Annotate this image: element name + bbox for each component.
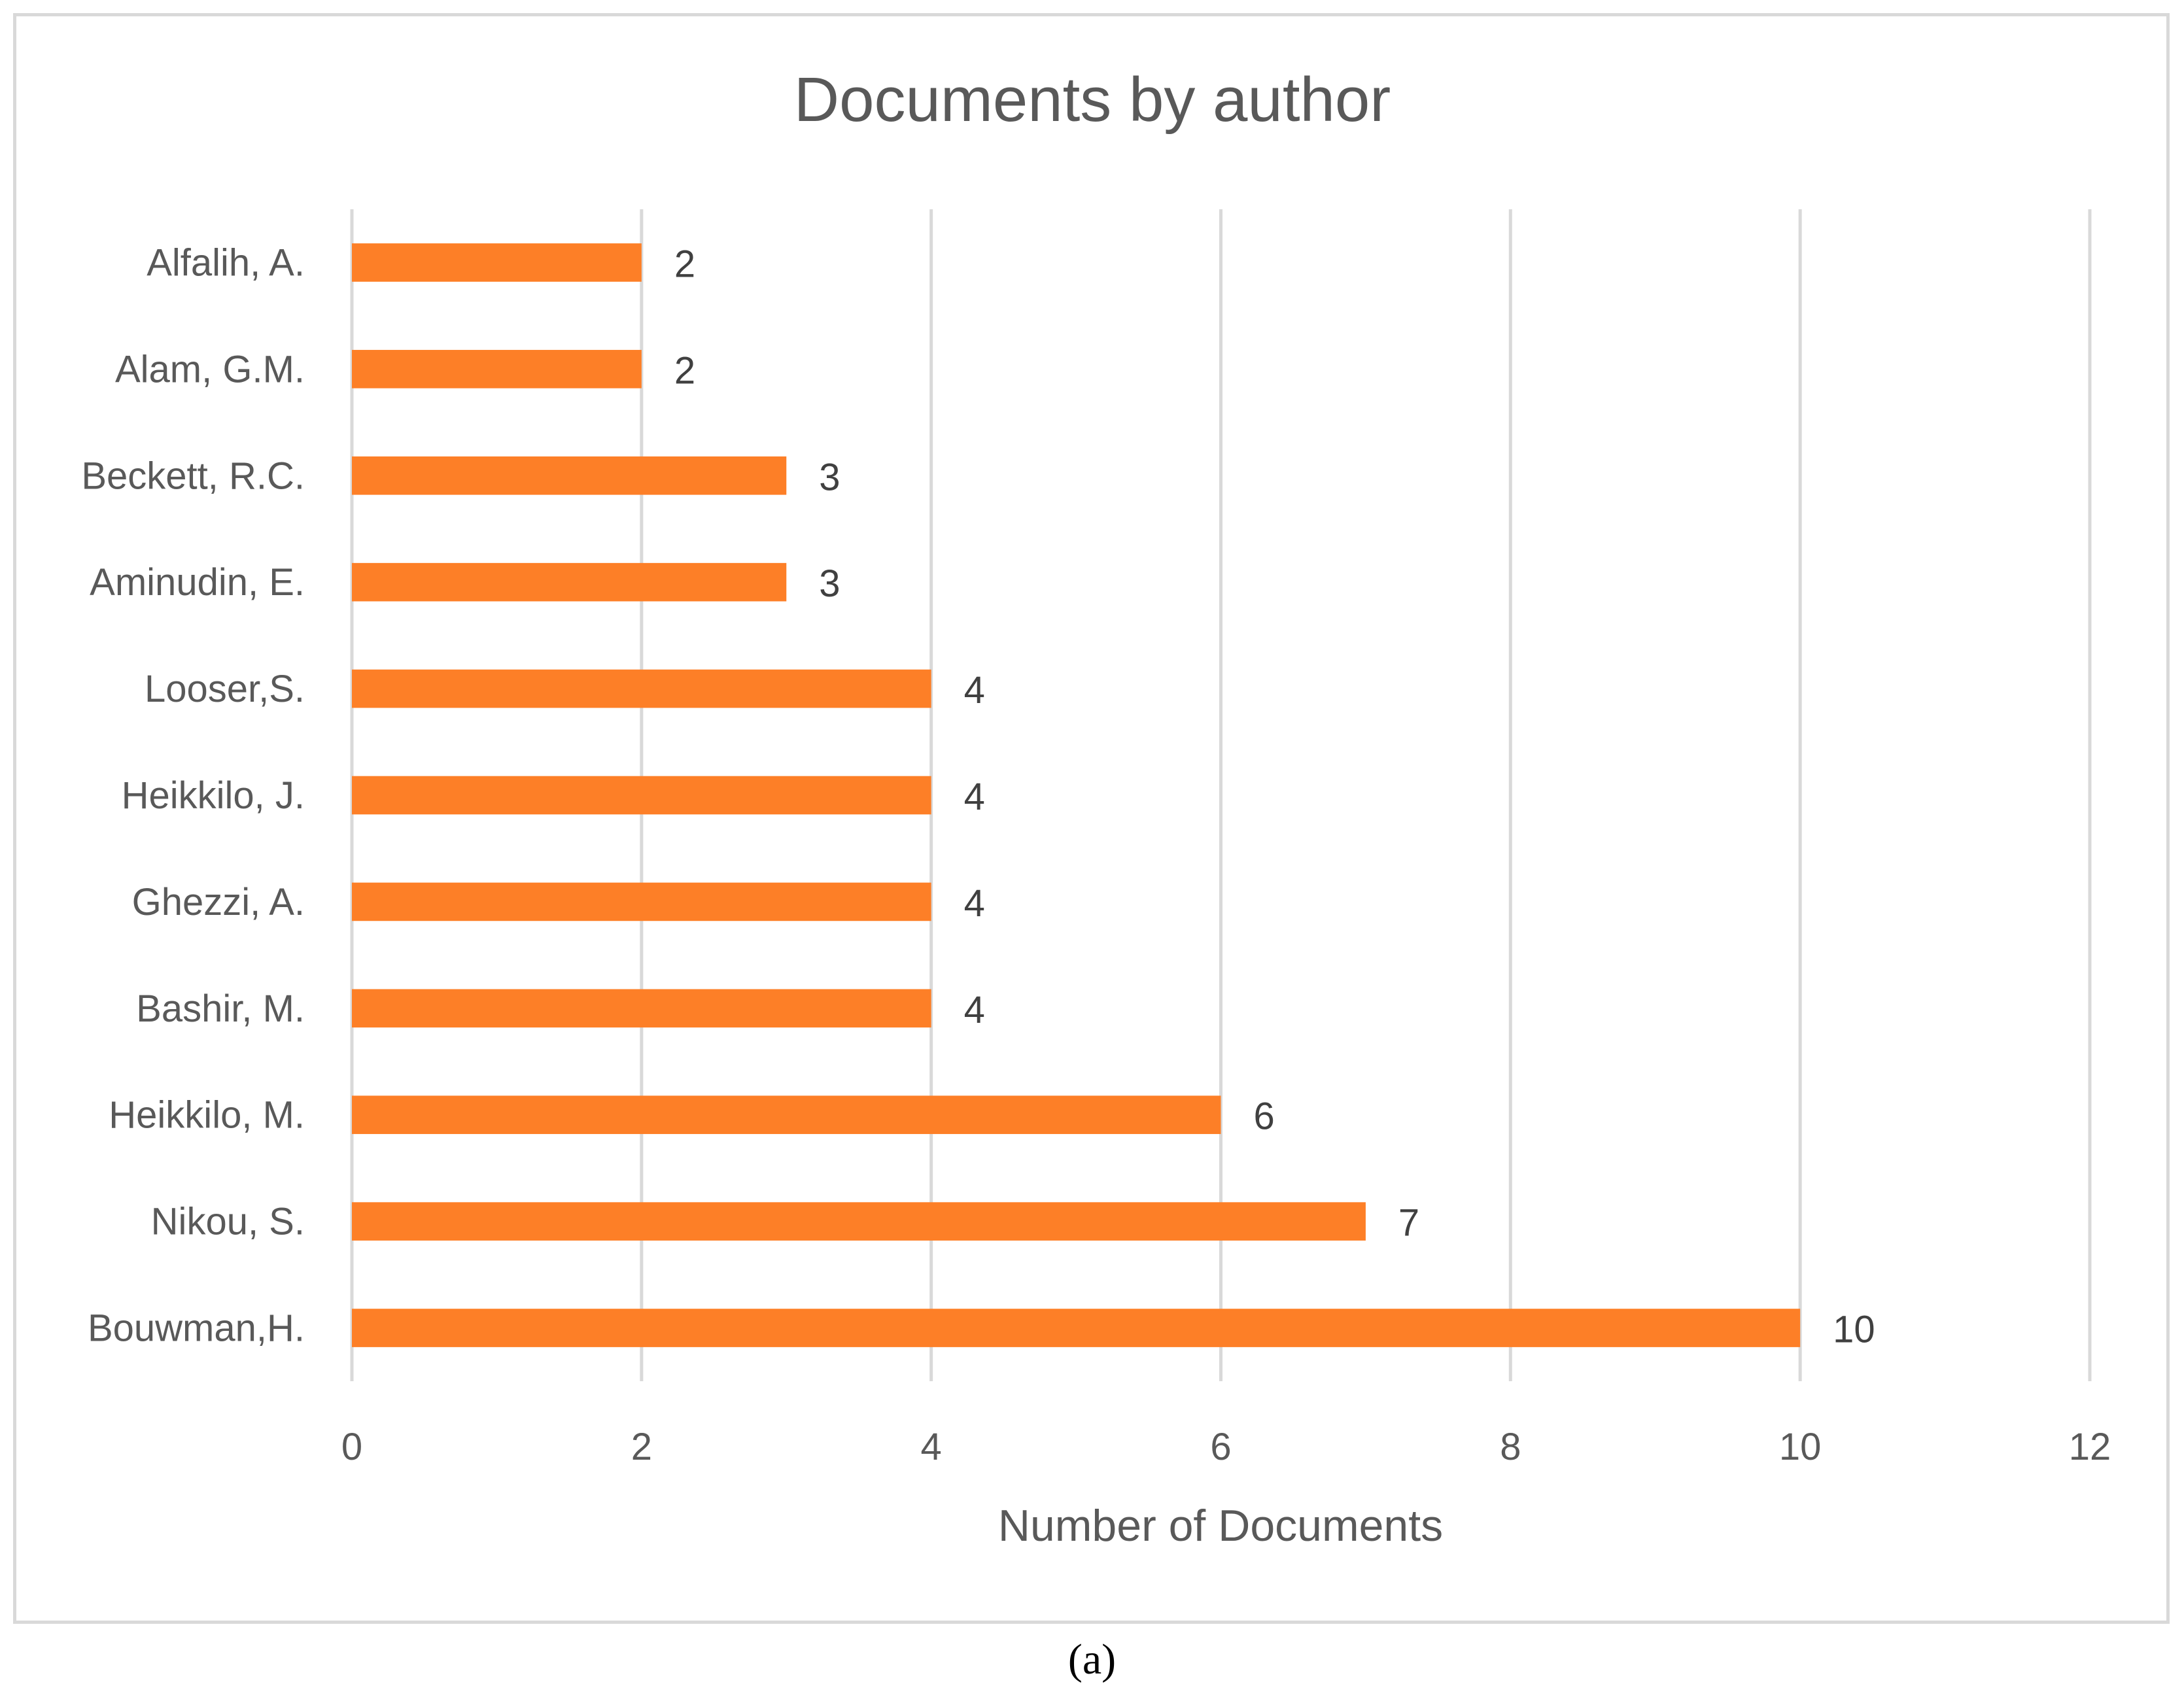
x-tick-label: 10 xyxy=(1779,1426,1822,1468)
category-label: Ghezzi, A. xyxy=(132,881,305,923)
category-label: Alfalih, A. xyxy=(147,241,305,284)
data-label: 2 xyxy=(674,349,695,392)
data-label: 2 xyxy=(674,243,695,285)
category-labels: Alfalih, A. Alam, G.M. Beckett, R.C. Aminud… xyxy=(81,241,305,1349)
bar xyxy=(352,243,642,282)
x-tick-labels: 0 2 4 6 8 10 12 xyxy=(341,1426,2111,1468)
x-tick-label: 4 xyxy=(921,1426,942,1468)
bar-chart: Documents by author Alfalih, A. Alam, G.M… xyxy=(81,65,2111,1551)
bar xyxy=(352,456,787,495)
bar xyxy=(352,989,931,1028)
data-label: 4 xyxy=(964,776,985,818)
category-label: Alam, G.M. xyxy=(115,348,305,390)
x-tick-label: 6 xyxy=(1210,1426,1231,1468)
category-label: Beckett, R.C. xyxy=(81,455,305,497)
bar xyxy=(352,562,787,602)
data-label: 4 xyxy=(964,669,985,712)
bar xyxy=(352,669,931,708)
data-label: 7 xyxy=(1398,1202,1419,1245)
bar xyxy=(352,1309,1801,1347)
data-label: 4 xyxy=(964,882,985,925)
figure-caption: (a) xyxy=(1067,1636,1117,1683)
bar xyxy=(352,882,931,921)
category-label: Heikkilo, J. xyxy=(122,774,305,817)
bar xyxy=(352,350,642,388)
data-labels: 2 2 3 3 4 4 4 4 6 7 10 xyxy=(674,243,1875,1350)
x-tick-label: 12 xyxy=(2069,1426,2111,1468)
data-label: 10 xyxy=(1833,1309,1875,1351)
category-label: Bouwman,H. xyxy=(88,1307,305,1350)
category-label: Heikkilo, M. xyxy=(109,1094,305,1137)
category-label: Looser,S. xyxy=(145,668,305,710)
x-tick-label: 2 xyxy=(631,1426,652,1468)
bar xyxy=(352,1095,1221,1135)
bar xyxy=(352,776,931,815)
category-label: Nikou, S. xyxy=(151,1201,305,1243)
category-label: Bashir, M. xyxy=(136,988,305,1030)
gridlines xyxy=(350,209,2092,1381)
bar xyxy=(352,1202,1366,1241)
x-tick-label: 8 xyxy=(1500,1426,1521,1468)
data-label: 3 xyxy=(819,562,840,605)
chart-title: Documents by author xyxy=(794,65,1391,135)
data-label: 4 xyxy=(964,989,985,1031)
data-label: 6 xyxy=(1254,1095,1275,1138)
data-label: 3 xyxy=(819,456,840,498)
x-tick-label: 0 xyxy=(341,1426,362,1468)
x-axis-title: Number of Documents xyxy=(998,1501,1443,1551)
bars xyxy=(352,243,1801,1347)
category-label: Aminudin, E. xyxy=(90,561,305,604)
